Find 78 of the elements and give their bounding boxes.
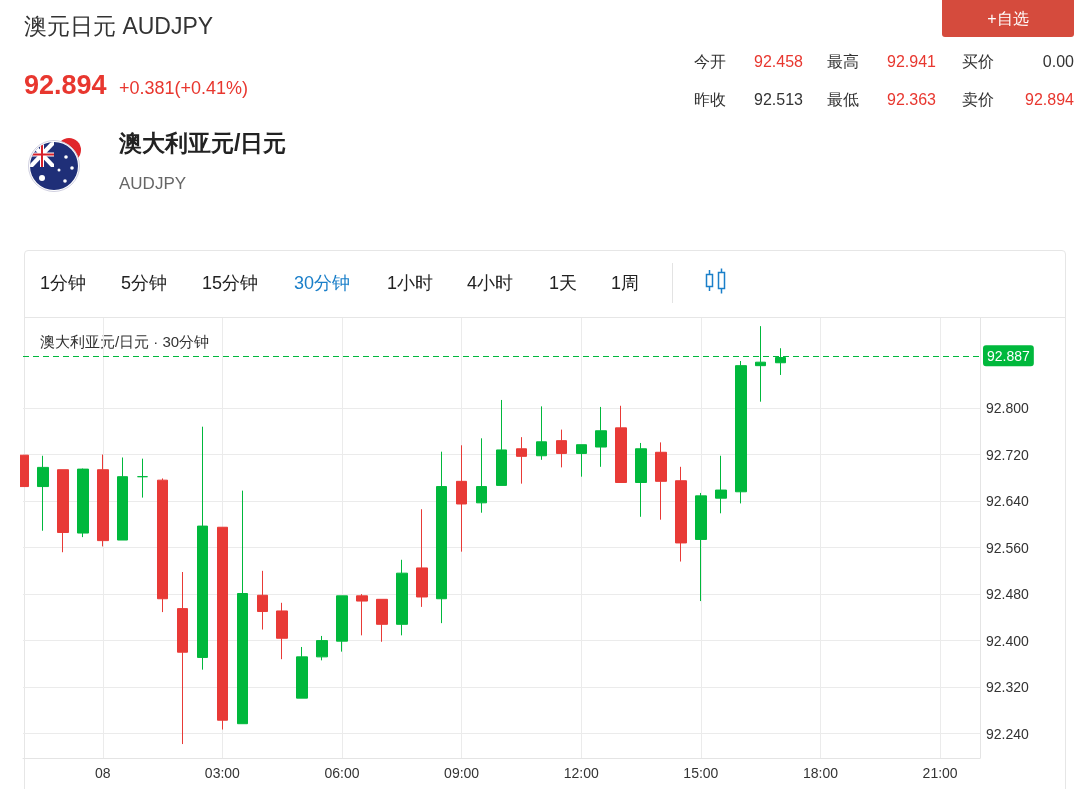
candlestick xyxy=(197,426,208,671)
candlestick xyxy=(77,468,89,538)
text: 1小时 xyxy=(387,272,434,294)
candlestick xyxy=(276,602,288,660)
text: 买价 xyxy=(962,52,994,71)
candlestick xyxy=(316,635,328,661)
text: 1天 xyxy=(549,272,578,294)
candlestick xyxy=(137,458,148,499)
y-tick-label: 92.400 xyxy=(986,632,1030,649)
candlestick xyxy=(117,457,128,541)
candlestick xyxy=(576,444,587,478)
y-tick-label: 92.560 xyxy=(986,539,1030,556)
candlestick xyxy=(296,646,308,699)
text: 30分钟 xyxy=(294,272,351,294)
y-tick-label: 92.320 xyxy=(986,679,1030,696)
x-tick-label: 08 xyxy=(94,765,111,781)
candlestick xyxy=(356,593,368,636)
text: 0.00 xyxy=(1042,52,1074,71)
candlestick xyxy=(735,360,747,504)
text: 澳大利亚元/日元 xyxy=(119,129,287,157)
candlestick xyxy=(396,559,408,636)
text: 最低 xyxy=(827,90,859,109)
x-tick-label: 03:00 xyxy=(204,765,241,781)
candlestick xyxy=(97,454,109,547)
candlestick xyxy=(57,469,69,553)
x-tick-label: 18:00 xyxy=(802,765,839,781)
candlestick xyxy=(615,405,627,483)
text: AUDJPY xyxy=(119,174,187,194)
candlestick xyxy=(376,598,388,643)
y-tick-label: 92.480 xyxy=(986,586,1030,603)
y-tick-label: 92.800 xyxy=(986,400,1030,417)
candlestick xyxy=(635,442,647,518)
text: 昨收 xyxy=(694,90,726,109)
y-tick-label: 92.640 xyxy=(986,493,1030,510)
text: 5分钟 xyxy=(121,272,168,294)
text: 1分钟 xyxy=(40,272,87,294)
x-tick-label: 15:00 xyxy=(683,765,719,781)
x-tick-label: 21:00 xyxy=(922,765,958,781)
ref-line-label: 92.887 xyxy=(987,347,1031,364)
candlestick xyxy=(416,508,428,608)
chart-title: 澳元日元 AUDJPY xyxy=(24,12,214,40)
candlestick xyxy=(257,570,268,631)
text: 15分钟 xyxy=(202,272,259,294)
candlestick xyxy=(177,571,188,745)
y-tick-label: 92.240 xyxy=(986,725,1030,742)
text: 92.941 xyxy=(887,52,936,71)
text: 92.894 xyxy=(24,69,107,101)
candlestick xyxy=(436,451,447,624)
text: 卖价 xyxy=(962,90,994,109)
text: 92.894 xyxy=(1025,90,1074,109)
candlestick xyxy=(237,490,248,725)
candlestick xyxy=(157,477,168,613)
candlestick xyxy=(715,455,727,514)
y-tick-label: 92.720 xyxy=(986,446,1030,463)
text: 1周 xyxy=(611,272,640,294)
add-button: +自选 xyxy=(942,0,1074,37)
candlestick xyxy=(556,429,567,468)
candlestick xyxy=(37,455,49,532)
candlestick xyxy=(336,595,348,653)
candlestick xyxy=(456,444,467,553)
text: 92.458 xyxy=(754,52,803,71)
text: 4小时 xyxy=(467,272,514,294)
candlestick xyxy=(675,466,687,563)
text: 今开 xyxy=(694,52,726,71)
x-tick-label: 06:00 xyxy=(324,765,360,781)
candlestick xyxy=(695,492,707,602)
candlestick xyxy=(496,399,507,486)
candlestick xyxy=(536,405,547,461)
text: 92.513 xyxy=(754,90,803,109)
x-tick-label: 12:00 xyxy=(563,765,599,781)
text: +0.381(+0.41%) xyxy=(119,77,249,99)
text: 最高 xyxy=(827,52,859,71)
candlestick xyxy=(476,437,487,514)
text: 92.363 xyxy=(887,90,936,109)
candlestick xyxy=(516,436,527,485)
x-tick-label: 09:00 xyxy=(444,765,480,781)
candlestick xyxy=(595,406,607,468)
candlestick xyxy=(655,441,667,521)
